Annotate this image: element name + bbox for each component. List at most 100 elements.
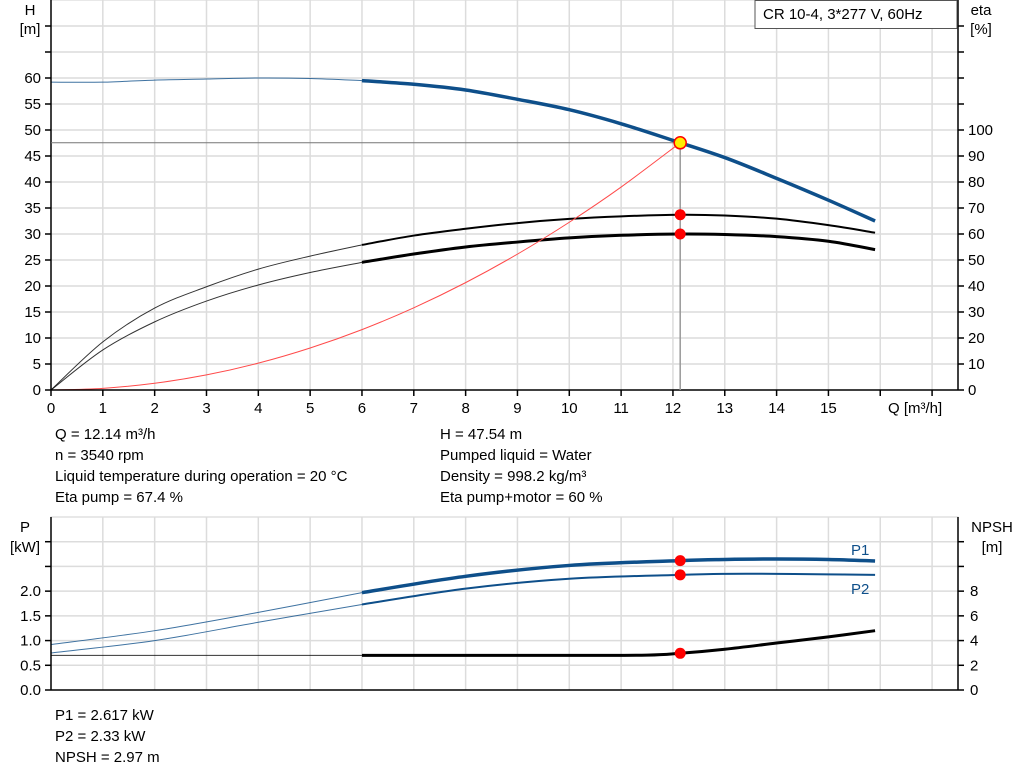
q-tick-label: 13 bbox=[716, 400, 733, 417]
liquid-temp-value: Liquid temperature during operation = 20… bbox=[55, 468, 348, 485]
p-axis-unit: [kW] bbox=[10, 539, 40, 556]
axis-labels: H [m] eta [%] Q [m³/h] P [kW] NPSH [m] P… bbox=[10, 2, 1013, 598]
curve-thin-segment bbox=[50, 77, 362, 83]
bottom-chart-grid bbox=[50, 516, 959, 691]
p-tick-label: 1.0 bbox=[20, 633, 41, 650]
h-tick-label: 30 bbox=[24, 226, 41, 243]
q-tick-label: 12 bbox=[665, 400, 682, 417]
h-tick-label: 35 bbox=[24, 200, 41, 217]
npsh-tick-label: 8 bbox=[970, 583, 978, 600]
npsh-tick-label: 4 bbox=[970, 633, 978, 650]
q-tick-label: 0 bbox=[47, 400, 55, 417]
p1-series-label: P1 bbox=[851, 542, 869, 559]
p-tick-label: 1.5 bbox=[20, 608, 41, 625]
eta-tick-label: 60 bbox=[968, 226, 985, 243]
eta-tick-label: 10 bbox=[968, 356, 985, 373]
q-tick-label: 2 bbox=[150, 400, 158, 417]
npsh-marker bbox=[674, 647, 686, 659]
p-tick-label: 0.5 bbox=[20, 657, 41, 674]
q-tick-label: 10 bbox=[561, 400, 578, 417]
info-right: H = 47.54 m Pumped liquid = Water Densit… bbox=[440, 424, 603, 508]
duty-point-marker bbox=[673, 136, 687, 150]
density-value: Density = 998.2 kg/m³ bbox=[440, 468, 587, 485]
eta-axis-label: eta bbox=[971, 2, 993, 19]
q-tick-label: 9 bbox=[513, 400, 521, 417]
eta-total-value: Eta pump+motor = 60 % bbox=[440, 489, 603, 506]
q-tick-label: 15 bbox=[820, 400, 837, 417]
npsh-axis-unit: [m] bbox=[982, 539, 1003, 556]
q-tick-label: 14 bbox=[768, 400, 785, 417]
q-tick-label: 1 bbox=[99, 400, 107, 417]
flow-value: Q = 12.14 m³/h bbox=[55, 426, 156, 443]
eta-tick-label: 50 bbox=[968, 252, 985, 269]
curve-bold-segment bbox=[361, 78, 876, 223]
p1-marker bbox=[674, 555, 686, 567]
npsh-axis-label: NPSH bbox=[971, 519, 1013, 536]
q-axis-label: Q [m³/h] bbox=[888, 400, 942, 417]
curve-bold-segment bbox=[361, 213, 876, 246]
speed-value: n = 3540 rpm bbox=[55, 447, 144, 464]
curve-thin-segment bbox=[50, 244, 363, 391]
q-tick-label: 3 bbox=[202, 400, 210, 417]
h-tick-label: 60 bbox=[24, 70, 41, 87]
eta-tick-label: 80 bbox=[968, 174, 985, 191]
top-chart-grid bbox=[50, 0, 959, 391]
q-tick-label: 7 bbox=[410, 400, 418, 417]
q-tick-label: 4 bbox=[254, 400, 262, 417]
eta-axis-unit: [%] bbox=[970, 21, 992, 38]
p-axis-label: P bbox=[20, 519, 30, 536]
q-tick-label: 5 bbox=[306, 400, 314, 417]
h-tick-label: 55 bbox=[24, 96, 41, 113]
p2-marker bbox=[674, 569, 686, 581]
curves bbox=[50, 77, 876, 657]
eta-tick-label: 100 bbox=[968, 122, 993, 139]
curve-thin-segment bbox=[50, 261, 363, 391]
plot-area bbox=[50, 516, 959, 691]
eta-tick-label: 20 bbox=[968, 330, 985, 347]
p-tick-label: 2.0 bbox=[20, 583, 41, 600]
h-axis-unit: [m] bbox=[20, 21, 41, 38]
eta-tick-label: 70 bbox=[968, 200, 985, 217]
p1-value: P1 = 2.617 kW bbox=[55, 707, 154, 724]
curve-bold-segment bbox=[361, 629, 876, 657]
axes: 0510152025303540455055600102030405060708… bbox=[20, 0, 993, 699]
p2-value: P2 = 2.33 kW bbox=[55, 728, 146, 745]
npsh-value: NPSH = 2.97 m bbox=[55, 749, 160, 766]
h-tick-label: 10 bbox=[24, 330, 41, 347]
h-tick-label: 50 bbox=[24, 122, 41, 139]
eta-pump-value: Eta pump = 67.4 % bbox=[55, 489, 183, 506]
h-tick-label: 5 bbox=[33, 356, 41, 373]
eta-tick-label: 40 bbox=[968, 278, 985, 295]
info-left: Q = 12.14 m³/h n = 3540 rpm Liquid tempe… bbox=[55, 424, 347, 508]
p-tick-label: 0.0 bbox=[20, 682, 41, 699]
pumped-liquid-value: Pumped liquid = Water bbox=[440, 447, 592, 464]
eta-total-marker bbox=[674, 228, 686, 240]
h-tick-label: 20 bbox=[24, 278, 41, 295]
h-tick-label: 45 bbox=[24, 148, 41, 165]
duty-point-markers bbox=[51, 136, 687, 659]
h-tick-label: 15 bbox=[24, 304, 41, 321]
npsh-tick-label: 0 bbox=[970, 682, 978, 699]
q-tick-label: 11 bbox=[613, 400, 629, 417]
npsh-tick-label: 2 bbox=[970, 657, 978, 674]
system-curve bbox=[50, 142, 681, 391]
eta-tick-label: 90 bbox=[968, 148, 985, 165]
plot-area bbox=[50, 0, 959, 391]
q-tick-label: 8 bbox=[461, 400, 469, 417]
eta-tick-label: 0 bbox=[968, 382, 976, 399]
eta-pump-marker bbox=[674, 209, 686, 221]
h-tick-label: 40 bbox=[24, 174, 41, 191]
p2-series-label: P2 bbox=[851, 581, 869, 598]
h-tick-label: 25 bbox=[24, 252, 41, 269]
h-axis-label: H bbox=[25, 2, 36, 19]
chart-title: CR 10-4, 3*277 V, 60Hz bbox=[763, 6, 923, 23]
head-value: H = 47.54 m bbox=[440, 426, 523, 443]
npsh-tick-label: 6 bbox=[970, 608, 978, 625]
q-tick-label: 6 bbox=[358, 400, 366, 417]
eta-tick-label: 30 bbox=[968, 304, 985, 321]
curve-thin-segment bbox=[50, 592, 363, 646]
curve-bold-segment bbox=[361, 232, 876, 264]
h-tick-label: 0 bbox=[33, 382, 41, 399]
info-bottom: P1 = 2.617 kW P2 = 2.33 kW NPSH = 2.97 m bbox=[55, 705, 160, 768]
